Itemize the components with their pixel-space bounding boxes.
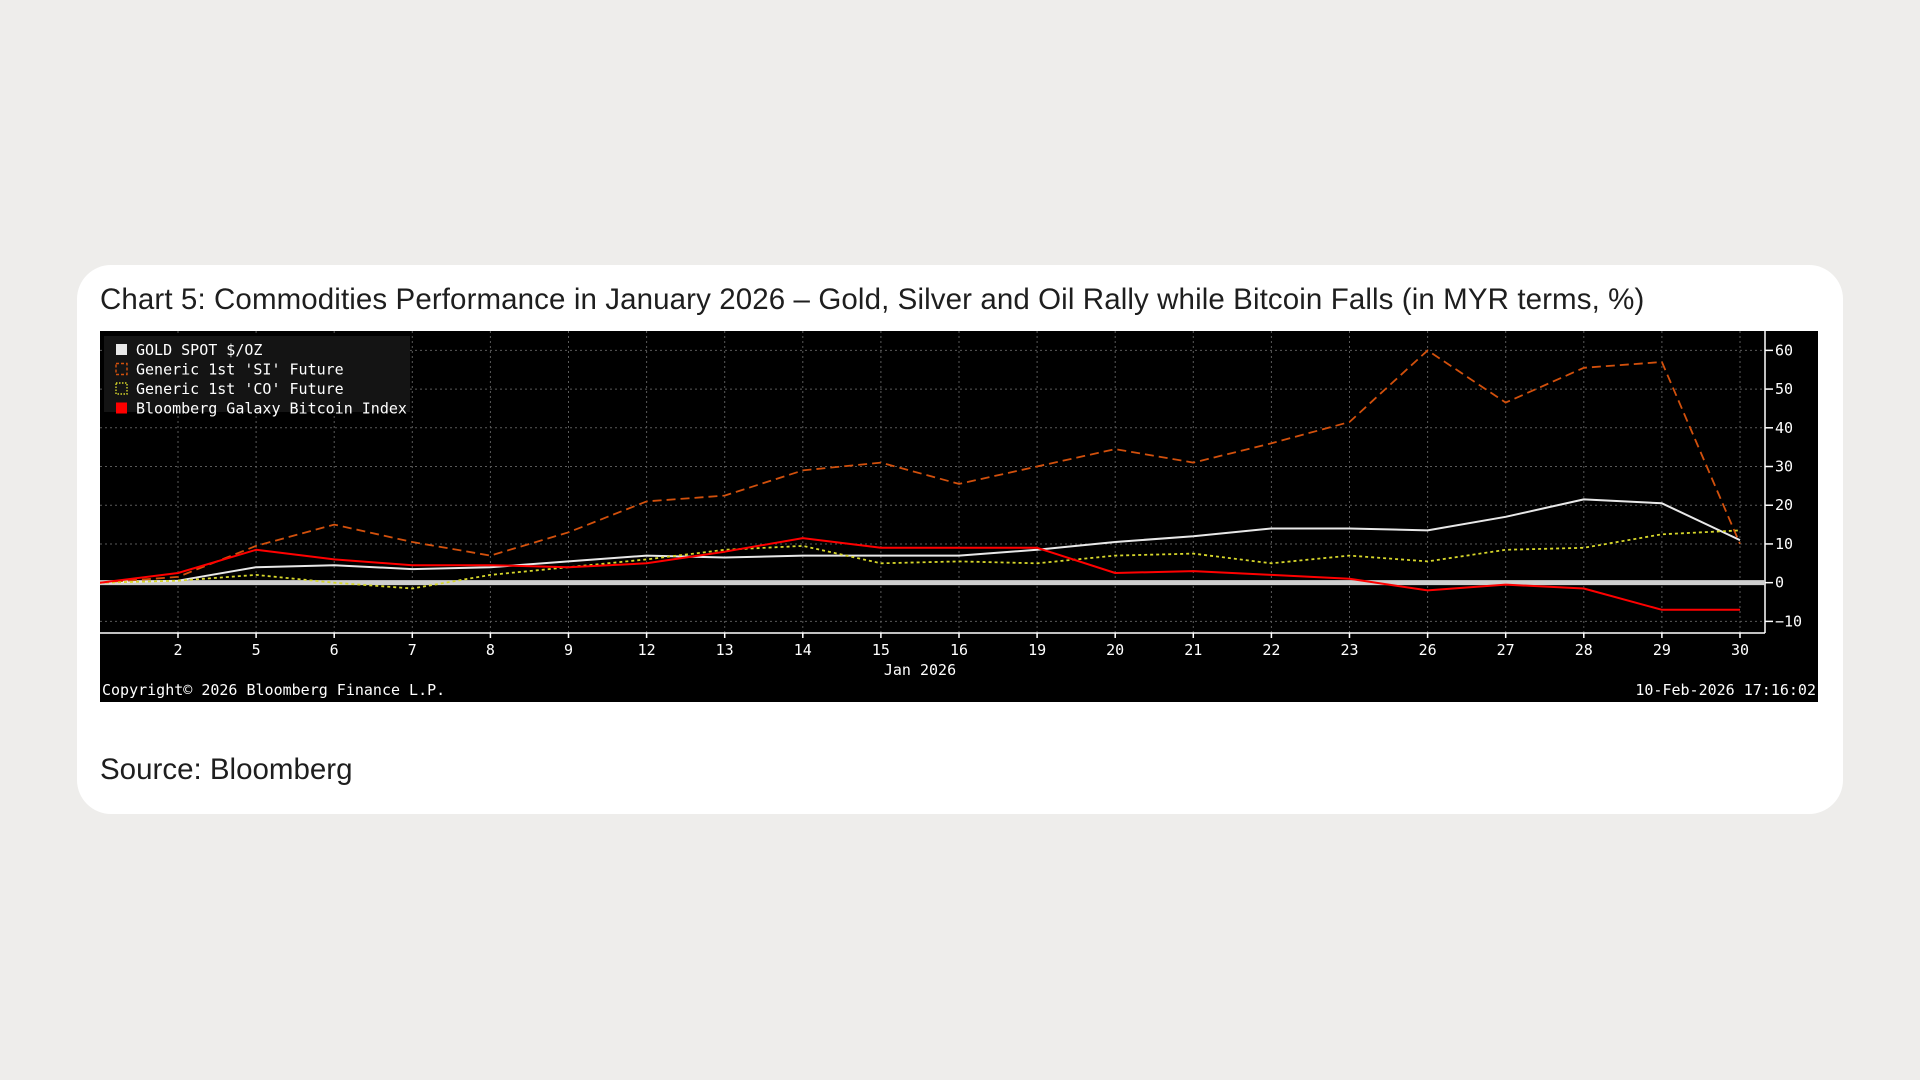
y-tick-label: 40 — [1775, 419, 1793, 437]
y-tick-label: 50 — [1775, 380, 1793, 398]
chart-legend: GOLD SPOT $/OZ Generic 1st 'SI' FutureGen… — [104, 336, 410, 418]
chart-card: Chart 5: Commodities Performance in Janu… — [77, 265, 1843, 814]
chart-title: Chart 5: Commodities Performance in Janu… — [100, 283, 1645, 316]
legend-swatch — [116, 402, 127, 414]
chart-source: Source: Bloomberg — [100, 753, 353, 786]
x-tick-label: 27 — [1497, 641, 1515, 659]
x-tick-label: 23 — [1340, 641, 1358, 659]
legend-label: GOLD SPOT $/OZ — [136, 341, 262, 359]
x-tick-label: 30 — [1731, 641, 1749, 659]
y-tick-label: 0 — [1775, 574, 1784, 592]
legend-background — [104, 336, 410, 412]
y-tick-label: 30 — [1775, 458, 1793, 476]
copyright-text: Copyright© 2026 Bloomberg Finance L.P. — [102, 681, 445, 699]
y-tick-label: 20 — [1775, 496, 1793, 514]
legend-label: Generic 1st 'CO' Future — [136, 380, 344, 398]
axis-layer: 60 50 40 30 20 10 0 −10 2 5 6 7 8 9 12 13 14 15 16 19 20 21 22… — [100, 331, 1802, 679]
x-axis-label: Jan 2026 — [884, 661, 956, 679]
x-tick-label: 5 — [252, 641, 261, 659]
x-tick-label: 14 — [794, 641, 812, 659]
series-line-2 — [100, 349, 1741, 584]
x-tick-label: 6 — [330, 641, 339, 659]
legend-label: Generic 1st 'SI' Future — [136, 361, 344, 379]
legend-swatch — [116, 344, 127, 355]
series-line-1 — [100, 498, 1741, 584]
timestamp-text: 10-Feb-2026 17:16:02 — [1635, 681, 1816, 699]
x-tick-label: 2 — [173, 641, 182, 659]
x-tick-label: 29 — [1653, 641, 1671, 659]
x-tick-label: 19 — [1028, 641, 1046, 659]
series-line-4 — [100, 537, 1740, 611]
y-tick-label: −10 — [1775, 612, 1802, 630]
x-tick-label: 16 — [950, 641, 968, 659]
x-tick-label: 22 — [1262, 641, 1280, 659]
y-tick-label: 10 — [1775, 535, 1793, 553]
x-tick-label: 20 — [1106, 641, 1124, 659]
x-tick-label: 13 — [716, 641, 734, 659]
y-tick-label: 60 — [1775, 341, 1793, 359]
series-layer — [100, 349, 1741, 611]
x-tick-label: 12 — [638, 641, 656, 659]
x-tick-label: 9 — [564, 641, 573, 659]
x-tick-label: 15 — [872, 641, 890, 659]
series-line-3 — [100, 529, 1741, 590]
x-tick-label: 21 — [1184, 641, 1202, 659]
legend-swatch — [115, 362, 128, 376]
x-tick-label: 26 — [1419, 641, 1437, 659]
legend-swatch — [115, 382, 128, 395]
legend-label: Bloomberg Galaxy Bitcoin Index — [136, 400, 407, 418]
x-tick-label: 28 — [1575, 641, 1593, 659]
bloomberg-chart-panel: 60 50 40 30 20 10 0 −10 2 5 6 7 8 9 12 13 14 15 16 19 20 21 22… — [100, 331, 1818, 702]
line-chart: 60 50 40 30 20 10 0 −10 2 5 6 7 8 9 12 13 14 15 16 19 20 21 22… — [100, 331, 1816, 699]
x-tick-label: 8 — [486, 641, 495, 659]
x-tick-label: 7 — [408, 641, 417, 659]
